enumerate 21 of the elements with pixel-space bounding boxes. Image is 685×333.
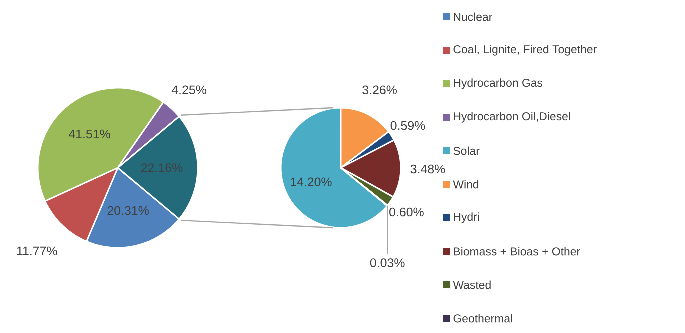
- data-label: 0.03%: [370, 258, 405, 268]
- data-label: 11.77%: [17, 246, 58, 256]
- legend-label: Geothermal: [454, 314, 512, 323]
- data-label: 0.60%: [390, 208, 424, 217]
- data-label: 22.16%: [142, 164, 183, 172]
- legend-label: Hydrocarbon Oil,Diesel: [454, 112, 570, 123]
- data-label: 4.25%: [172, 86, 206, 95]
- legend-label: Solar: [454, 146, 480, 156]
- data-label: 3.26%: [362, 86, 398, 95]
- data-label: 3.48%: [410, 164, 446, 174]
- data-label: 0.59%: [390, 121, 426, 130]
- legend-label: Biomass + Bioas + Other: [454, 247, 580, 256]
- data-label: 20.31%: [108, 206, 149, 216]
- data-label: 14.20%: [291, 178, 332, 187]
- data-label: 41.51%: [68, 130, 110, 139]
- legend-label: Wasted: [453, 280, 491, 290]
- legend-label: Hydrocarbon Gas: [454, 78, 543, 90]
- legend-label: Hydri: [454, 212, 480, 224]
- legend-label: Coal, Lignite, Fired Together: [454, 45, 597, 56]
- legend-label: Nuclear: [454, 12, 492, 22]
- legend-label: Wind: [453, 180, 479, 189]
